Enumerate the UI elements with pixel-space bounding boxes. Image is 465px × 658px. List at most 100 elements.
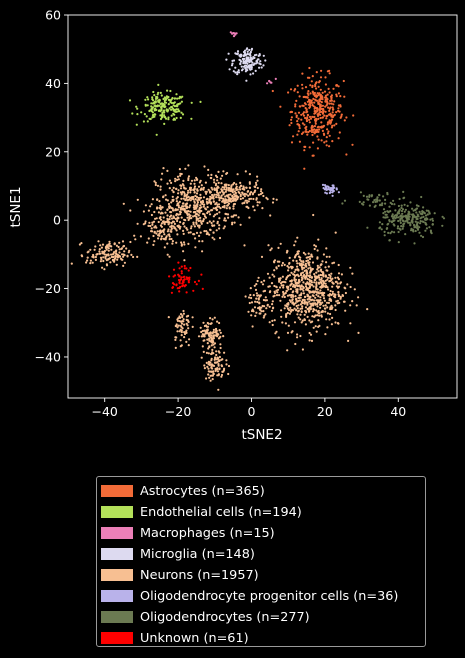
scatter-point: [122, 244, 126, 248]
scatter-point: [396, 225, 400, 228]
scatter-point: [184, 284, 187, 287]
scatter-point: [325, 136, 328, 139]
scatter-point: [325, 144, 328, 147]
scatter-point: [173, 105, 177, 108]
scatter-point: [313, 244, 316, 247]
scatter-point: [309, 269, 312, 273]
scatter-point: [221, 174, 224, 177]
scatter-point: [182, 318, 185, 321]
scatter-point: [322, 304, 325, 307]
scatter-point: [208, 333, 211, 336]
scatter-point: [203, 165, 206, 168]
scatter-point: [182, 281, 185, 284]
scatter-point: [172, 186, 175, 189]
scatter-point: [378, 227, 381, 230]
series-neurons: [70, 164, 369, 391]
scatter-point: [283, 307, 286, 310]
scatter-point: [191, 316, 194, 319]
scatter-point: [176, 105, 179, 108]
scatter-point: [225, 201, 228, 204]
scatter-point: [225, 207, 228, 210]
scatter-point: [246, 60, 249, 63]
scatter-point: [316, 314, 319, 317]
series-oligodendrocyte-progenitor-cells: [321, 183, 340, 197]
scatter-point: [163, 223, 166, 226]
scatter-point: [334, 280, 337, 283]
scatter-point: [205, 377, 208, 380]
scatter-point: [324, 304, 327, 307]
scatter-point: [398, 197, 401, 201]
scatter-point: [308, 100, 311, 104]
scatter-point: [325, 100, 329, 103]
scatter-point: [186, 213, 189, 216]
scatter-point: [260, 66, 263, 69]
scatter-point: [425, 227, 428, 230]
scatter-point: [105, 259, 108, 262]
scatter-point: [215, 208, 218, 212]
scatter-point: [327, 188, 330, 191]
scatter-point: [304, 306, 308, 309]
scatter-point: [418, 231, 421, 234]
scatter-point: [168, 238, 171, 241]
scatter-point: [288, 256, 291, 259]
scatter-point: [220, 373, 224, 377]
scatter-point: [151, 98, 154, 101]
scatter-point: [151, 221, 154, 224]
scatter-point: [428, 226, 431, 229]
scatter-point: [150, 227, 153, 230]
scatter-point: [238, 58, 241, 62]
scatter-point: [252, 192, 255, 195]
scatter-point: [238, 186, 241, 189]
scatter-point: [227, 52, 230, 55]
scatter-point: [247, 200, 250, 203]
scatter-point: [210, 209, 213, 212]
scatter-point: [189, 231, 192, 234]
legend-item-microglia: Microglia (n=148): [101, 545, 255, 563]
scatter-point: [192, 221, 195, 224]
scatter-point: [298, 258, 302, 261]
scatter-point: [213, 342, 217, 345]
scatter-point: [313, 110, 316, 113]
scatter-point: [212, 372, 215, 375]
scatter-point: [303, 269, 306, 272]
scatter-point: [184, 167, 187, 170]
scatter-point: [262, 194, 265, 198]
scatter-point: [285, 304, 288, 307]
scatter-point: [78, 243, 81, 246]
scatter-point: [209, 336, 212, 339]
scatter-point: [232, 199, 235, 202]
scatter-point: [166, 208, 169, 211]
scatter-point: [199, 200, 203, 203]
scatter-point: [411, 218, 414, 221]
scatter-point: [328, 293, 332, 296]
scatter-point: [313, 315, 316, 318]
scatter-point: [296, 285, 299, 288]
scatter-point: [326, 306, 329, 309]
scatter-point: [289, 111, 292, 114]
scatter-point: [362, 201, 365, 204]
scatter-point: [393, 203, 396, 206]
y-tick-label: 0: [53, 213, 61, 228]
scatter-point: [324, 98, 327, 101]
scatter-point: [189, 227, 193, 230]
scatter-point: [214, 184, 217, 187]
scatter-point: [308, 261, 311, 264]
scatter-point: [98, 250, 101, 253]
scatter-point: [170, 224, 173, 227]
scatter-point: [161, 113, 164, 116]
scatter-point: [239, 63, 242, 66]
scatter-point: [224, 195, 227, 198]
scatter-point: [150, 102, 153, 105]
scatter-point: [337, 137, 340, 140]
scatter-point: [340, 113, 343, 116]
scatter-point: [275, 294, 279, 297]
scatter-point: [296, 307, 299, 310]
scatter-point: [211, 378, 214, 381]
scatter-point: [314, 296, 317, 299]
scatter-point: [205, 361, 208, 364]
scatter-point: [177, 204, 180, 207]
scatter-point: [274, 77, 277, 80]
scatter-point: [320, 315, 323, 318]
scatter-point: [302, 114, 306, 117]
scatter-point: [172, 118, 175, 121]
